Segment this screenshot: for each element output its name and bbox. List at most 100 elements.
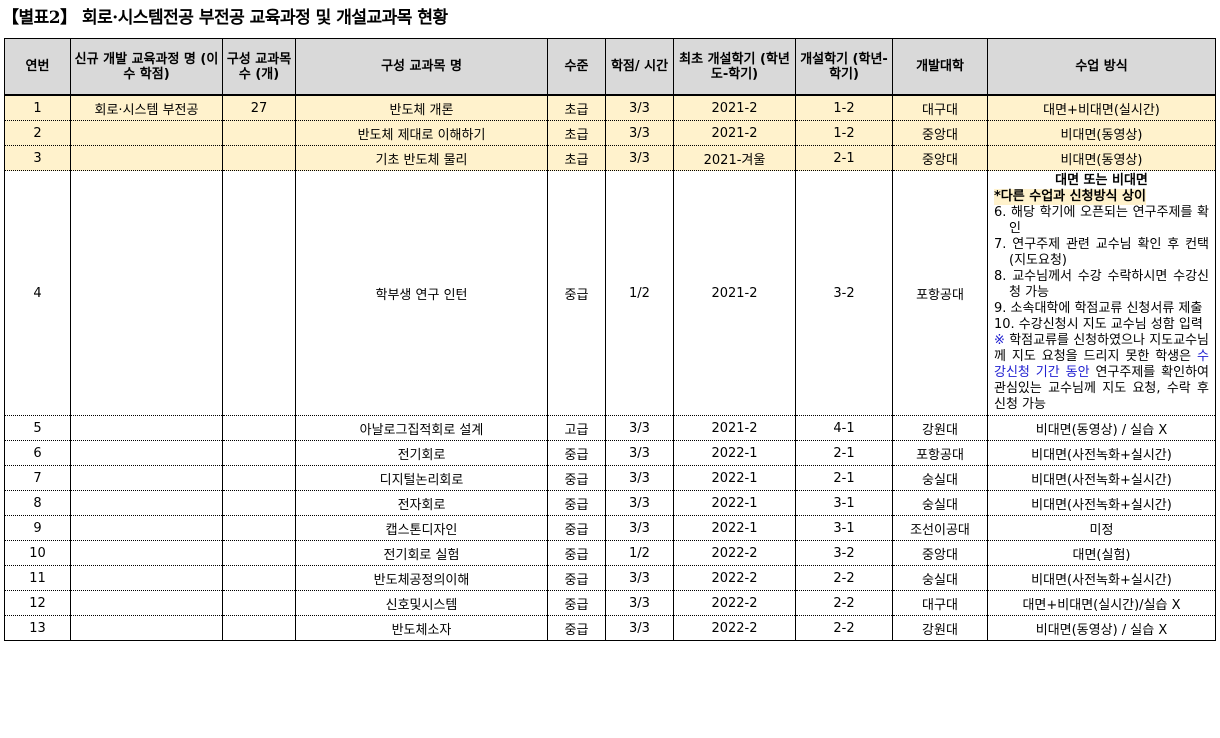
cell-course: 캡스톤디자인: [295, 515, 548, 541]
cell-course: 전기회로: [295, 440, 548, 466]
cell-no: 5: [4, 415, 71, 441]
cell-credit: 1/2: [605, 540, 674, 566]
header-col-no: 연번: [4, 38, 71, 96]
cell-term: 2-1: [795, 440, 893, 466]
cell-course: 전자회로: [295, 490, 548, 516]
cell-level: 중급: [547, 540, 606, 566]
cell-term: 3-2: [795, 540, 893, 566]
cell-credit: 1/2: [605, 170, 674, 416]
cell-credit: 3/3: [605, 465, 674, 491]
cell-program: [70, 170, 223, 416]
header-col-credit: 학점/ 시간: [605, 38, 674, 96]
cell-univ: 대구대: [892, 590, 988, 616]
method-step: 10. 수강신청시 지도 교수님 성함 입력: [994, 317, 1203, 332]
cell-term: 3-2: [795, 170, 893, 416]
cell-term: 2-1: [795, 465, 893, 491]
cell-count: [222, 565, 296, 591]
cell-count: 27: [222, 95, 296, 121]
cell-program: [70, 590, 223, 616]
cell-no: 3: [4, 145, 71, 171]
cell-count: [222, 440, 296, 466]
cell-course: 반도체 제대로 이해하기: [295, 120, 548, 146]
cell-program: [70, 540, 223, 566]
cell-program: 회로·시스템 부전공: [70, 95, 223, 121]
cell-credit: 3/3: [605, 440, 674, 466]
cell-credit: 3/3: [605, 590, 674, 616]
cell-method: 비대면(동영상): [987, 145, 1216, 171]
cell-term: 3-1: [795, 515, 893, 541]
cell-univ: 중앙대: [892, 145, 988, 171]
header-col-method: 수업 방식: [987, 38, 1216, 96]
cell-count: [222, 615, 296, 641]
cell-level: 중급: [547, 590, 606, 616]
reference-mark-icon: ※: [994, 333, 1005, 348]
cell-credit: 3/3: [605, 145, 674, 171]
table-row: 8 전자회로 중급 3/3 2022-1 3-1 숭실대 비대면(사전녹화+실시간): [4, 490, 1216, 516]
cell-univ: 숭실대: [892, 565, 988, 591]
cell-univ: 중앙대: [892, 120, 988, 146]
cell-program: [70, 615, 223, 641]
cell-level: 중급: [547, 440, 606, 466]
table-row: 3 기초 반도체 물리 초급 3/3 2021-겨울 2-1 중앙대 비대면(동영상): [4, 145, 1216, 171]
cell-course: 학부생 연구 인턴: [295, 170, 548, 416]
cell-first: 2022-2: [673, 615, 796, 641]
cell-course: 전기회로 실험: [295, 540, 548, 566]
cell-first: 2022-2: [673, 540, 796, 566]
cell-method: 미정: [987, 515, 1216, 541]
cell-term: 4-1: [795, 415, 893, 441]
cell-count: [222, 170, 296, 416]
cell-no: 2: [4, 120, 71, 146]
table-row: 4 학부생 연구 인턴 중급 1/2 2021-2 3-2 포항공대 대면 또는 비대면 *다른…: [4, 170, 1216, 416]
method-note-wrap: *다른 수업과 신청방식 상이: [994, 189, 1209, 205]
cell-term: 2-2: [795, 565, 893, 591]
header-col-course: 구성 교과목 명: [295, 38, 548, 96]
table-row: 6 전기회로 중급 3/3 2022-1 2-1 포항공대 비대면(사전녹화+실시간): [4, 440, 1216, 466]
cell-method: 대면+비대면(실시간): [987, 95, 1216, 121]
cell-term: 1-2: [795, 120, 893, 146]
cell-method: 대면(실험): [987, 540, 1216, 566]
cell-first: 2021-2: [673, 95, 796, 121]
cell-univ: 숭실대: [892, 490, 988, 516]
cell-no: 4: [4, 170, 71, 416]
cell-credit: 3/3: [605, 565, 674, 591]
cell-credit: 3/3: [605, 615, 674, 641]
cell-level: 중급: [547, 490, 606, 516]
cell-level: 초급: [547, 145, 606, 171]
cell-first: 2022-1: [673, 440, 796, 466]
cell-course: 아날로그집적회로 설계: [295, 415, 548, 441]
cell-method: 비대면(동영상) / 실습 X: [987, 615, 1216, 641]
cell-credit: 3/3: [605, 515, 674, 541]
cell-program: [70, 465, 223, 491]
cell-course: 반도체공정의이해: [295, 565, 548, 591]
cell-program: [70, 515, 223, 541]
cell-method: 비대면(동영상) / 실습 X: [987, 415, 1216, 441]
cell-course: 디지털논리회로: [295, 465, 548, 491]
cell-program: [70, 415, 223, 441]
cell-credit: 3/3: [605, 415, 674, 441]
cell-count: [222, 540, 296, 566]
table-row: 12 신호및시스템 중급 3/3 2022-2 2-2 대구대 대면+비대면(실시간)/실습 …: [4, 590, 1216, 616]
cell-first: 2022-2: [673, 565, 796, 591]
cell-program: [70, 145, 223, 171]
cell-course: 기초 반도체 물리: [295, 145, 548, 171]
table-row: 13 반도체소자 중급 3/3 2022-2 2-2 강원대 비대면(동영상) / 실습 X: [4, 615, 1216, 641]
header-col-term: 개설학기 (학년-학기): [795, 38, 893, 96]
method-remark: ※ 학점교류를 신청하였으나 지도교수님께 지도 요청을 드리지 못한 학생은 …: [994, 333, 1209, 413]
table-row: 1 회로·시스템 부전공 27 반도체 개론 초급 3/3 2021-2 1-2 대구대 대면+비…: [4, 95, 1216, 121]
cell-credit: 3/3: [605, 120, 674, 146]
method-step: 7. 연구주제 관련 교수님 확인 후 컨택(지도요청): [994, 237, 1209, 268]
method-note: *다른 수업과 신청방식 상이: [994, 189, 1146, 205]
cell-method: 대면 또는 비대면 *다른 수업과 신청방식 상이 6. 해당 학기에 오픈되는 연…: [987, 170, 1216, 416]
table-row: 10 전기회로 실험 중급 1/2 2022-2 3-2 중앙대 대면(실험): [4, 540, 1216, 566]
cell-univ: 강원대: [892, 415, 988, 441]
header-col-program: 신규 개발 교육과정 명 (이수 학점): [70, 38, 223, 96]
cell-method: 비대면(사전녹화+실시간): [987, 565, 1216, 591]
cell-method: 대면+비대면(실시간)/실습 X: [987, 590, 1216, 616]
cell-univ: 대구대: [892, 95, 988, 121]
cell-method: 비대면(사전녹화+실시간): [987, 440, 1216, 466]
table-row: 7 디지털논리회로 중급 3/3 2022-1 2-1 숭실대 비대면(사전녹화+실시간): [4, 465, 1216, 491]
cell-first: 2022-1: [673, 515, 796, 541]
cell-first: 2022-1: [673, 465, 796, 491]
cell-count: [222, 465, 296, 491]
cell-level: 중급: [547, 615, 606, 641]
